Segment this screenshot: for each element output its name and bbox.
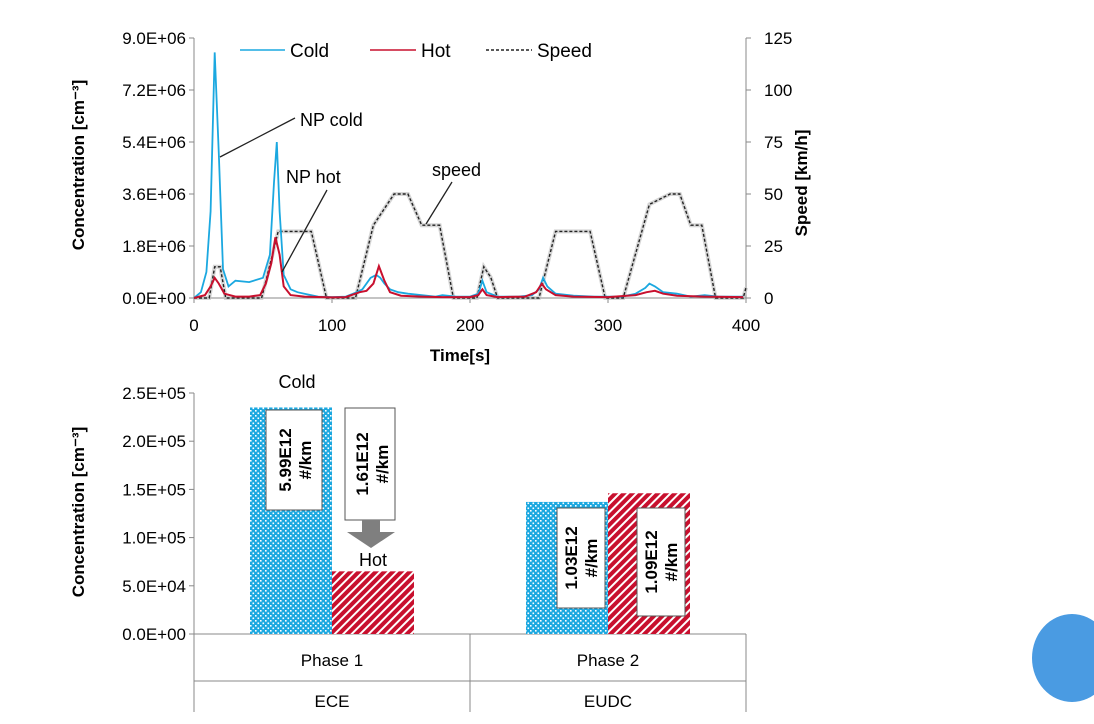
time-series-chart: 0.0E+00 1.8E+06 3.6E+06 5.4E+06 7.2E+06 9.0E+… [69, 29, 811, 365]
phase-bar-chart: 0.0E+00 5.0E+04 1.0E+05 1.5E+05 2.0E+05 2.5E+… [69, 372, 747, 712]
data-label-2-value: 1.61E12 [353, 432, 372, 495]
annotation-speed: speed [432, 160, 481, 180]
data-label-1: 5.99E12 #/km [265, 409, 323, 511]
bottom-y-tick-label: 5.0E+04 [122, 577, 186, 596]
x-tick-label: 300 [594, 316, 622, 335]
leader-np-cold [219, 117, 296, 158]
y-tick-label: 1.8E+06 [122, 237, 186, 256]
top-series-lines [193, 52, 748, 300]
down-arrow-icon [347, 520, 395, 548]
bar-annotation-cold: Cold [278, 372, 315, 392]
x-tick-label: 100 [318, 316, 346, 335]
y-axis-title: Concentration [cm⁻³] [69, 80, 88, 250]
data-label-2: 1.61E12 #/km [344, 407, 396, 521]
y2-tick-label: 0 [764, 289, 773, 308]
series-line-hot [193, 237, 744, 299]
category-label: Phase 2 [577, 651, 639, 670]
bottom-y-tick-label: 1.5E+05 [122, 480, 186, 499]
x-axis-title: Time[s] [430, 346, 490, 365]
data-label-3-unit: #/km [582, 539, 601, 578]
y-tick-label: 3.6E+06 [122, 185, 186, 204]
legend-label-cold: Cold [290, 41, 329, 62]
bottom-axes: 0.0E+00 5.0E+04 1.0E+05 1.5E+05 2.0E+05 2.5E+… [122, 384, 747, 712]
top-axes: 0.0E+00 1.8E+06 3.6E+06 5.4E+06 7.2E+06 9.0E+… [122, 29, 792, 335]
data-label-4: 1.09E12 #/km [636, 507, 686, 617]
y2-tick-label: 125 [764, 29, 792, 48]
y2-tick-label: 100 [764, 81, 792, 100]
y2-tick-label: 75 [764, 133, 783, 152]
category-group-label: EUDC [584, 692, 632, 711]
annotation-np-hot: NP hot [286, 167, 341, 187]
y2-tick-label: 50 [764, 185, 783, 204]
data-label-4-unit: #/km [662, 543, 681, 582]
y-tick-label: 9.0E+06 [122, 29, 186, 48]
data-label-3: 1.03E12 #/km [556, 507, 606, 609]
data-label-1-unit: #/km [296, 441, 315, 480]
series-line-cold [193, 52, 744, 299]
slide-decoration-circle [1032, 614, 1094, 702]
bottom-y-tick-label: 0.0E+00 [122, 625, 186, 644]
legend-label-hot: Hot [421, 41, 451, 62]
bar-hot-1 [332, 571, 414, 634]
y-tick-label: 5.4E+06 [122, 133, 186, 152]
category-group-label: ECE [315, 692, 350, 711]
x-tick-label: 200 [456, 316, 484, 335]
category-label: Phase 1 [301, 651, 363, 670]
x-tick-label: 400 [732, 316, 760, 335]
legend: Cold Hot Speed [240, 41, 592, 62]
leader-speed [425, 181, 453, 225]
y-tick-label: 7.2E+06 [122, 81, 186, 100]
x-tick-label: 0 [189, 316, 198, 335]
y-tick-label: 0.0E+00 [122, 289, 186, 308]
y2-tick-label: 25 [764, 237, 783, 256]
bottom-y-tick-label: 2.0E+05 [122, 432, 186, 451]
legend-label-speed: Speed [537, 41, 592, 62]
data-label-3-value: 1.03E12 [562, 526, 581, 589]
annotation-np-cold: NP cold [300, 110, 363, 130]
leader-np-hot [281, 189, 328, 273]
bar-annotation-hot: Hot [359, 550, 387, 570]
data-label-4-value: 1.09E12 [642, 530, 661, 593]
bottom-y-tick-label: 1.0E+05 [122, 529, 186, 548]
data-label-2-unit: #/km [373, 445, 392, 484]
annotations: NP cold NP hot speed [219, 110, 481, 273]
bottom-y-axis-title: Concentration [cm⁻³] [69, 427, 88, 597]
y2-axis-title: Speed [km/h] [792, 130, 811, 237]
bottom-y-tick-label: 2.5E+05 [122, 384, 186, 403]
data-label-1-value: 5.99E12 [276, 428, 295, 491]
